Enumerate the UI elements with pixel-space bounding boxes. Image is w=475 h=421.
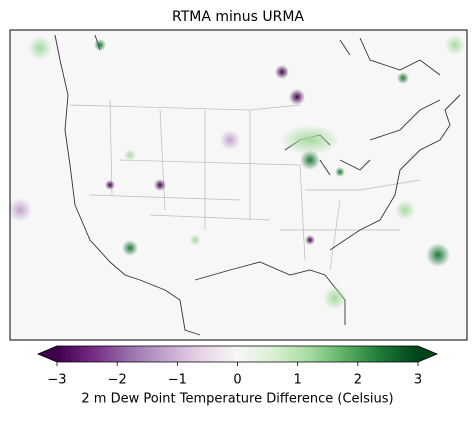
colorbar-label: 2 m Dew Point Temperature Difference (Ce… [81, 392, 393, 407]
colorbar-tick-label: 0 [233, 373, 241, 388]
map [10, 30, 467, 340]
map-frame [9, 29, 468, 341]
colorbar [57, 346, 418, 362]
colorbar-tick-label: −3 [47, 373, 66, 388]
colorbar-tick-label: −1 [168, 373, 187, 388]
colorbar-tick-label: −2 [108, 373, 127, 388]
colorbar-extend-min [38, 346, 57, 362]
colorbar-tick-label: 2 [354, 373, 362, 388]
anomaly-blobs [10, 35, 465, 310]
chart-title: RTMA minus URMA [172, 9, 304, 25]
colorbar-tick-label: 3 [414, 373, 422, 388]
colorbar-extend-max [418, 346, 437, 362]
colorbar-tick-label: 1 [294, 373, 302, 388]
